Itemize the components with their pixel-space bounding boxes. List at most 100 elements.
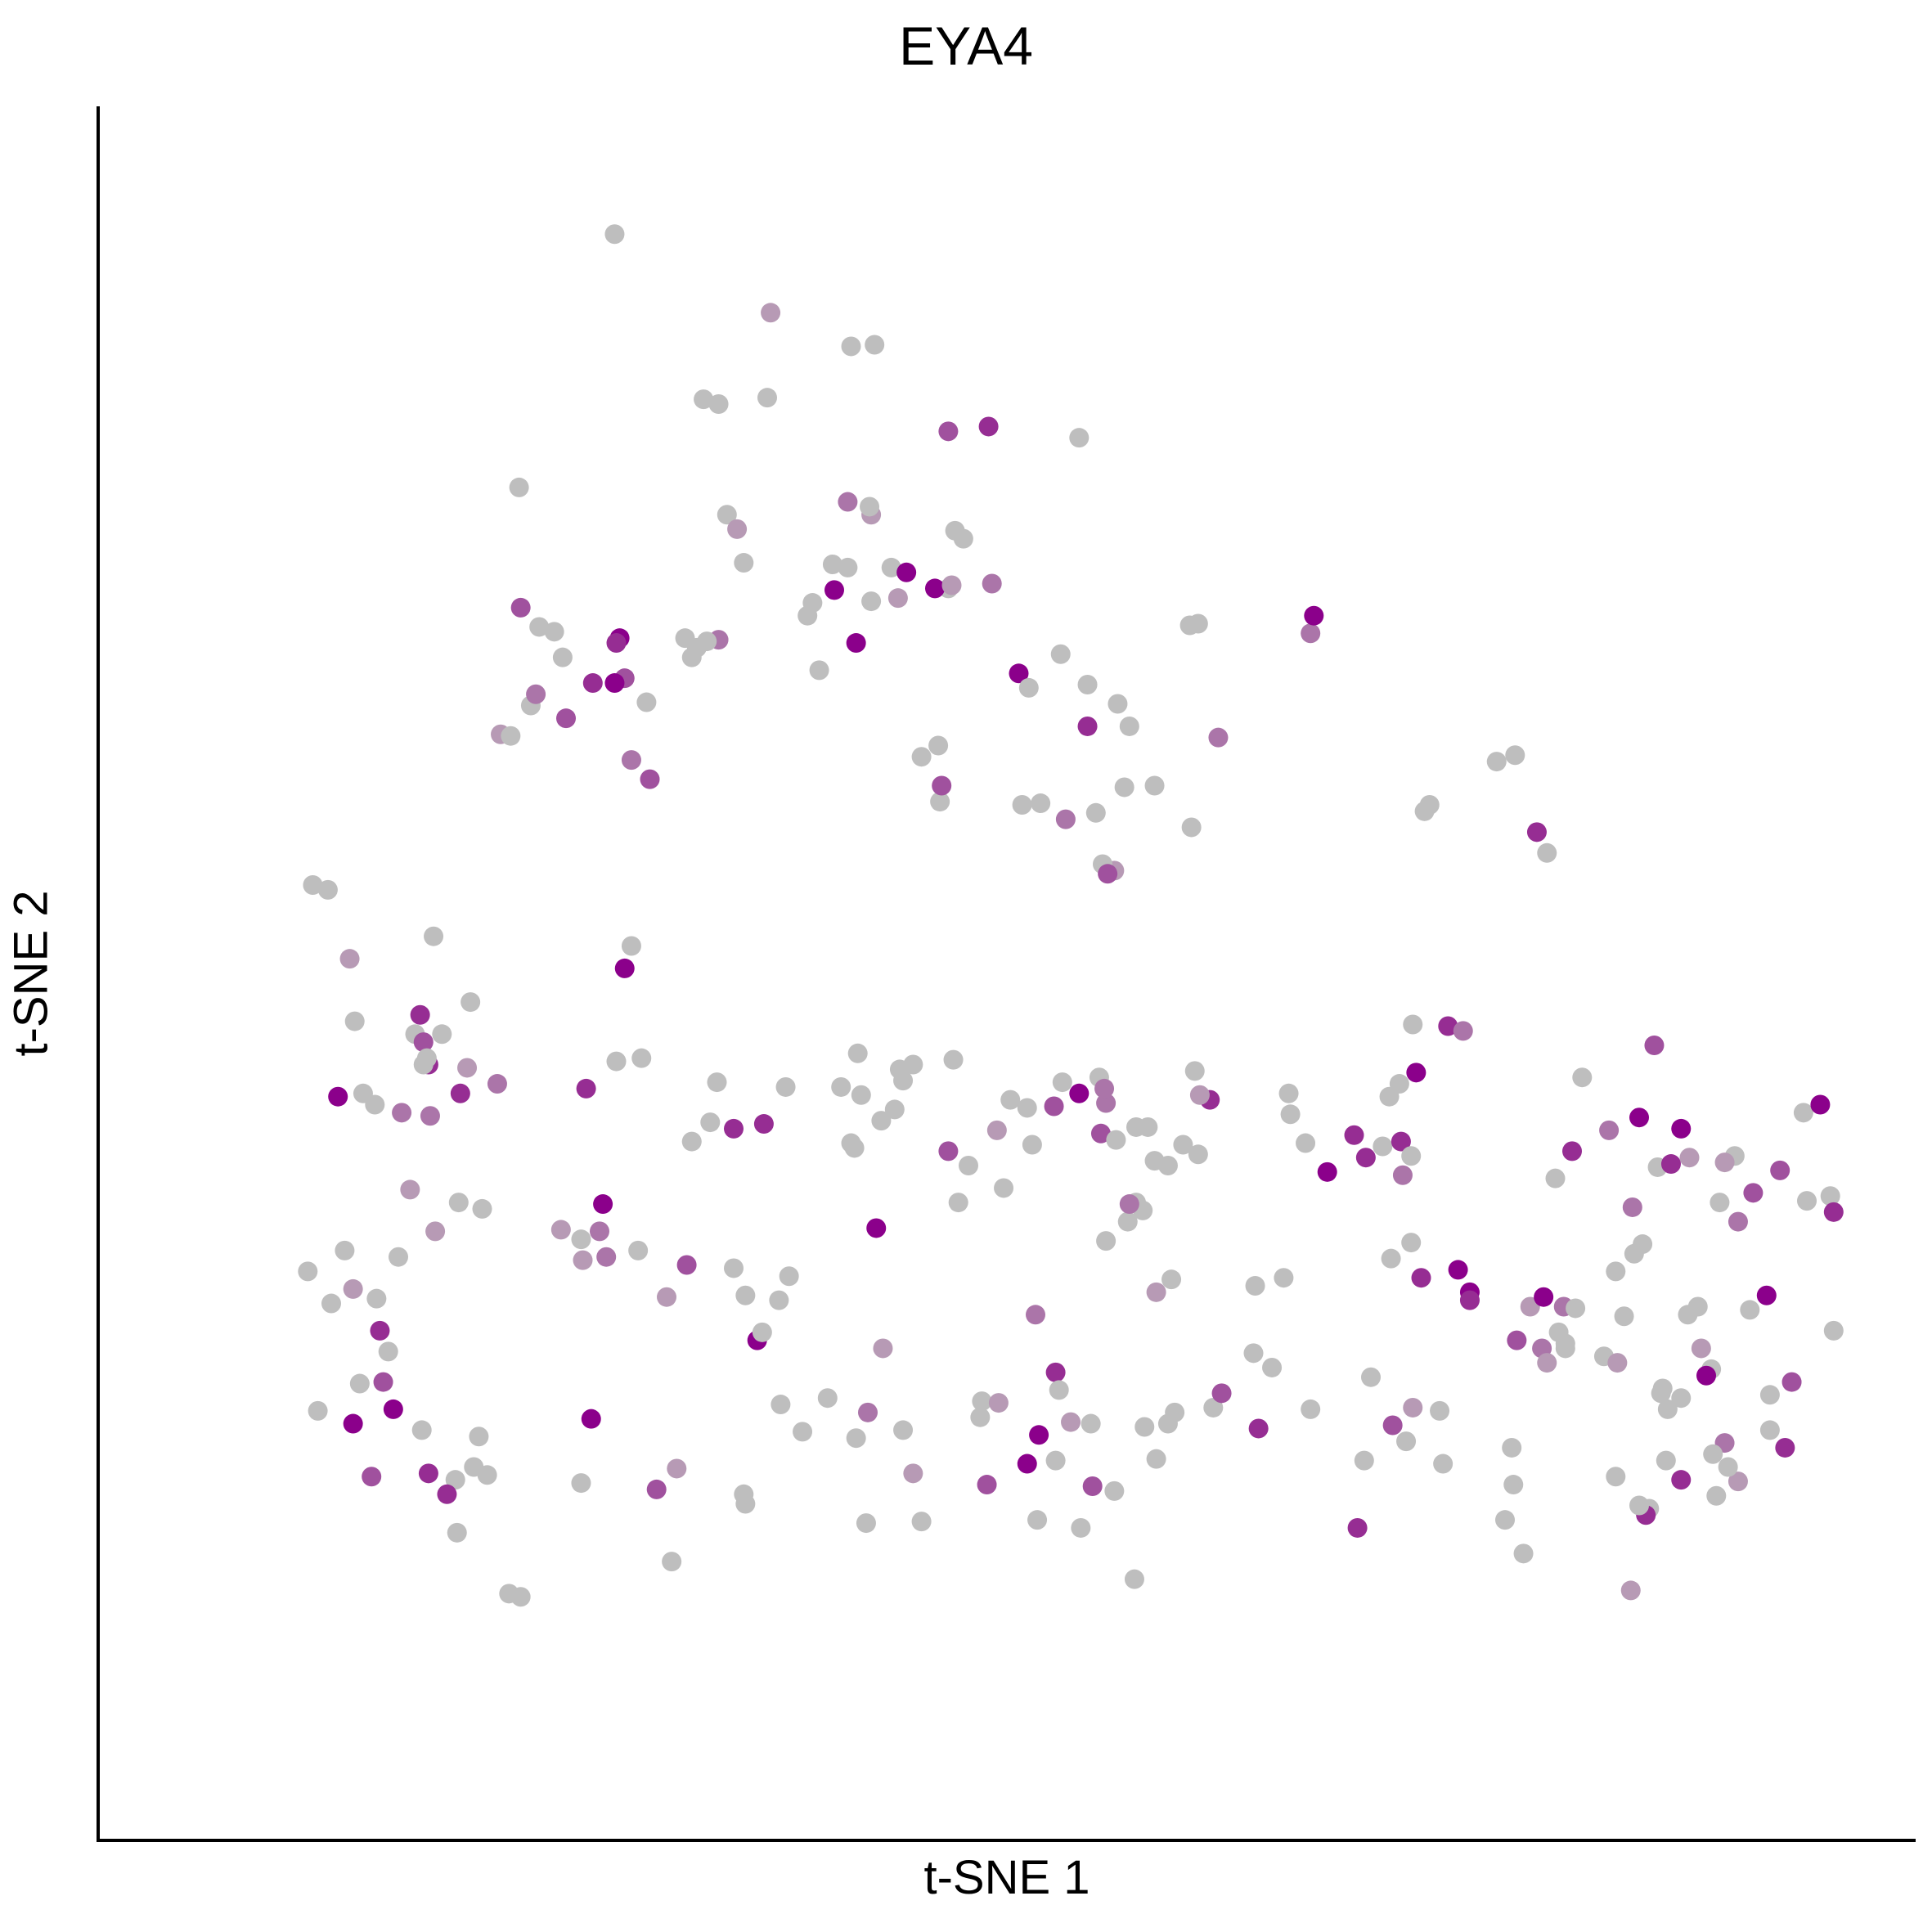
scatter-point [1069, 1083, 1090, 1103]
scatter-point [1274, 1268, 1294, 1288]
scatter-point [344, 1011, 365, 1031]
scatter-point [1797, 1191, 1817, 1211]
scatter-point [1071, 1517, 1091, 1538]
scatter-point [1012, 795, 1032, 815]
scatter-point [425, 1221, 446, 1242]
scatter-point [373, 1372, 393, 1392]
chart-title: EYA4 [899, 16, 1033, 76]
scatter-point [846, 633, 866, 654]
scatter-point [1505, 745, 1525, 766]
scatter-point [448, 1193, 469, 1213]
scatter-point [303, 875, 323, 895]
scatter-point [662, 1552, 682, 1572]
scatter-point [941, 575, 962, 595]
scatter-point [1009, 663, 1029, 684]
scatter-point [1656, 1450, 1676, 1471]
scatter-point [1572, 1067, 1593, 1088]
scatter-point [793, 1422, 813, 1442]
scatter-point [657, 1287, 676, 1307]
scatter-point [450, 1083, 470, 1103]
scatter-point [1029, 1425, 1049, 1445]
scatter-point [1354, 1450, 1374, 1471]
scatter-point [556, 708, 576, 729]
scatter-point [1304, 605, 1324, 626]
scatter-point [1050, 644, 1071, 664]
scatter-point [1459, 1290, 1480, 1310]
scatter-point [1793, 1103, 1813, 1123]
scatter-point [1714, 1152, 1735, 1173]
scatter-point [501, 726, 521, 746]
scatter-point [925, 578, 945, 599]
scatter-point [1537, 1353, 1557, 1373]
scatter-point [775, 1076, 796, 1097]
scatter-point [1622, 1197, 1642, 1217]
scatter-point [994, 1178, 1014, 1198]
scatter-point [700, 1112, 721, 1133]
scatter-point [734, 1484, 754, 1504]
scatter-point [550, 1220, 571, 1240]
scatter-point [970, 1407, 991, 1427]
scatter-point [1188, 613, 1208, 634]
scatter-point [1347, 1517, 1368, 1538]
scatter-point [1718, 1457, 1738, 1477]
scatter-point [1361, 1367, 1381, 1387]
scatter-point [1138, 1117, 1158, 1137]
scatter-point [1652, 1378, 1673, 1399]
scatter-point [708, 394, 729, 414]
scatter-point [604, 673, 625, 694]
scatter-point [1820, 1186, 1840, 1206]
scatter-point [349, 1373, 370, 1394]
scatter-point [841, 1133, 861, 1153]
scatter-point [437, 1484, 457, 1504]
scatter-point [1728, 1471, 1748, 1492]
scatter-point [972, 1391, 992, 1412]
scatter-point [621, 936, 641, 956]
scatter-point [938, 421, 959, 442]
scatter-point [529, 617, 550, 637]
scatter-point [400, 1179, 420, 1200]
scatter-point [911, 1512, 932, 1532]
scatter-point [1173, 1134, 1193, 1155]
scatter-point [573, 1250, 593, 1270]
scatter-point [681, 647, 702, 667]
scatter-point [1433, 1453, 1453, 1474]
scatter-point [948, 1193, 968, 1213]
scatter-point [487, 1074, 507, 1094]
scatter-point [866, 1218, 887, 1238]
scatter-point [1545, 1168, 1566, 1188]
scatter-point [697, 631, 717, 652]
scatter-point [526, 684, 546, 704]
scatter-point [977, 1475, 997, 1495]
scatter-point [953, 528, 973, 549]
scatter-point [753, 1114, 774, 1134]
scatter-point [1045, 1450, 1066, 1471]
scatter-point [1104, 1480, 1125, 1501]
scatter-point [1403, 1397, 1423, 1418]
scatter-point [938, 1141, 959, 1161]
scatter-point [1317, 1161, 1337, 1182]
scatter-point [896, 562, 917, 582]
scatter-point [865, 335, 885, 355]
scatter-point [1391, 1131, 1411, 1152]
scatter-point [317, 879, 338, 900]
scatter-point [413, 1032, 434, 1053]
scatter-point [1770, 1160, 1790, 1180]
scatter-point [1453, 1021, 1473, 1041]
scatter-point [1098, 864, 1118, 884]
scatter-point [628, 1240, 649, 1260]
scatter-point [447, 1522, 467, 1543]
scatter-point [1278, 1083, 1299, 1103]
scatter-point [308, 1400, 328, 1421]
scatter-point [727, 519, 748, 539]
scatter-point [893, 1420, 914, 1440]
scatter-point [978, 416, 999, 437]
scatter-point [571, 1229, 591, 1250]
scatter-point [1189, 1085, 1210, 1105]
scatter-point [1396, 1431, 1417, 1452]
scatter-point [457, 1058, 478, 1078]
scatter-point [1203, 1397, 1224, 1418]
scatter-point [932, 775, 952, 796]
scatter-point [887, 588, 908, 609]
scatter-point [1406, 1063, 1427, 1083]
scatter-point [461, 992, 481, 1013]
